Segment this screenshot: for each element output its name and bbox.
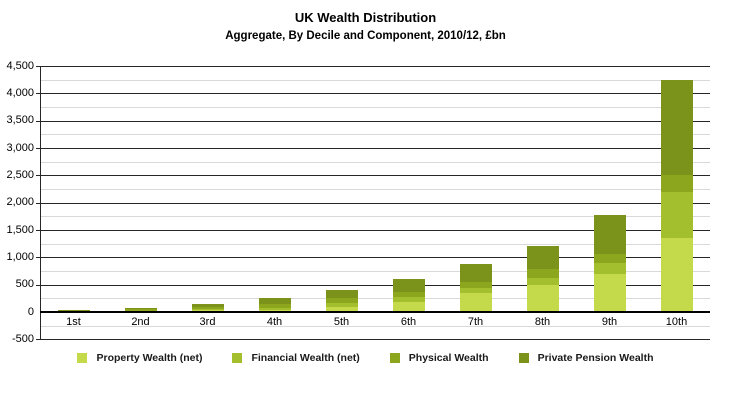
- bar-segment-financial-wealth-net: [459, 288, 492, 294]
- y-axis-label: 2,500: [6, 168, 34, 181]
- gridline-major: [36, 175, 710, 177]
- bar-segment-private-pension-wealth: [258, 297, 291, 304]
- gridline-major: [36, 93, 710, 95]
- bar-segment-financial-wealth-net: [660, 191, 693, 238]
- gridline-minor: [40, 271, 710, 272]
- bar-segment-property-wealth-net: [593, 274, 626, 312]
- legend-label: Property Wealth (net): [96, 352, 203, 364]
- gridline-minor: [40, 79, 710, 81]
- gridline-minor: [40, 189, 710, 190]
- bar-segment-property-wealth-net: [325, 306, 358, 312]
- y-axis-label: -500: [11, 332, 34, 345]
- x-axis-label: 10th: [665, 316, 688, 328]
- bar-segment-financial-wealth-net: [124, 310, 157, 312]
- x-axis-label: 1st: [66, 316, 81, 328]
- bar-segment-physical-wealth: [325, 298, 358, 303]
- legend-swatch-financial-wealth-net: [232, 353, 243, 363]
- y-axis-label: 0: [27, 305, 34, 318]
- bar-segment-private-pension-wealth: [392, 279, 425, 292]
- gridline-minor: [40, 134, 710, 136]
- x-axis-label: 2nd: [131, 316, 150, 328]
- legend-item-property-wealth-net: Property Wealth (net): [77, 352, 202, 364]
- legend-item-financial-wealth-net: Financial Wealth (net): [232, 352, 360, 364]
- x-axis-label: 8th: [534, 316, 551, 328]
- bar-segment-property-wealth-net: [392, 301, 425, 312]
- bar-segment-physical-wealth: [526, 269, 559, 278]
- x-axis-label: 3rd: [199, 316, 216, 328]
- y-axis-label: 2,000: [6, 196, 34, 209]
- bar-segment-physical-wealth: [258, 303, 291, 308]
- legend-swatch-physical-wealth: [389, 353, 400, 363]
- legend-item-private-pension-wealth: Private Pension Wealth: [518, 352, 654, 364]
- bar-segment-physical-wealth: [593, 254, 626, 264]
- gridline-major: [36, 148, 710, 149]
- legend-item-physical-wealth: Physical Wealth: [389, 352, 489, 364]
- gridline-major: [36, 257, 710, 259]
- gridline-minor: [40, 216, 710, 218]
- bar-segment-property-wealth-net: [660, 237, 693, 312]
- x-axis-label: 9th: [601, 316, 618, 328]
- bar-segment-financial-wealth-net: [593, 263, 626, 275]
- y-axis-label: 4,500: [6, 59, 34, 72]
- bar-segment-property-wealth-net: [258, 309, 291, 312]
- legend-label: Private Pension Wealth: [537, 352, 654, 364]
- gridline-major: [36, 230, 710, 231]
- bar-segment-property-wealth-net: [526, 284, 559, 312]
- legend-label: Financial Wealth (net): [251, 352, 360, 364]
- bar-segment-physical-wealth: [124, 308, 157, 311]
- gridline-minor: [40, 243, 710, 245]
- bar-segment-private-pension-wealth: [593, 214, 626, 255]
- y-axis-label: 500: [15, 278, 34, 291]
- x-axis-label: 4th: [266, 316, 283, 328]
- bar-segment-financial-wealth-net: [392, 296, 425, 302]
- bar-segment-physical-wealth: [459, 281, 492, 289]
- gridline-minor: [40, 107, 710, 108]
- y-axis-label: 1,000: [6, 250, 34, 263]
- bar-segment-physical-wealth: [57, 310, 90, 312]
- x-axis-zero-line: [40, 311, 710, 313]
- gridline-major: [36, 120, 710, 122]
- gridline-major: [36, 339, 710, 341]
- bar-segment-financial-wealth-net: [191, 309, 224, 311]
- bar-segment-financial-wealth-net: [325, 302, 358, 307]
- bar-segment-private-pension-wealth: [660, 79, 693, 176]
- gridline-major: [36, 202, 710, 204]
- gridline-minor: [40, 161, 710, 163]
- y-axis-label: 3,500: [6, 114, 34, 127]
- bar-segment-financial-wealth-net: [526, 277, 559, 285]
- bar-segment-private-pension-wealth: [57, 309, 90, 311]
- legend-label: Physical Wealth: [408, 352, 489, 364]
- legend-swatch-private-pension-wealth: [518, 353, 529, 363]
- y-axis-label: 4,000: [6, 86, 34, 99]
- legend: Property Wealth (net) Financial Wealth (n…: [0, 352, 731, 364]
- gridline-major: [36, 66, 710, 67]
- gridline-minor: [40, 298, 710, 300]
- bar-segment-physical-wealth: [660, 175, 693, 192]
- x-axis-label: 5th: [333, 316, 350, 328]
- bar-segment-private-pension-wealth: [191, 303, 224, 307]
- y-axis-line: [40, 66, 41, 340]
- chart-subtitle: Aggregate, By Decile and Component, 2010…: [225, 30, 506, 42]
- bar-segment-private-pension-wealth: [526, 245, 559, 270]
- bar-segment-private-pension-wealth: [325, 290, 358, 299]
- chart-title: UK Wealth Distribution: [294, 10, 437, 25]
- y-axis-label: 1,500: [6, 223, 34, 236]
- y-axis-label: 3,000: [6, 141, 34, 154]
- bar-segment-private-pension-wealth: [459, 264, 492, 282]
- bar-segment-physical-wealth: [191, 306, 224, 310]
- gridline-major: [36, 284, 710, 286]
- bar-segment-property-wealth-net: [459, 293, 492, 312]
- legend-swatch-property-wealth-net: [77, 353, 88, 363]
- bar-segment-physical-wealth: [392, 291, 425, 297]
- bar-segment-private-pension-wealth: [124, 308, 157, 309]
- x-axis-label: 7th: [467, 316, 484, 328]
- gridline-minor: [40, 325, 710, 327]
- bar-segment-financial-wealth-net: [258, 307, 291, 310]
- x-axis-label: 6th: [400, 316, 417, 328]
